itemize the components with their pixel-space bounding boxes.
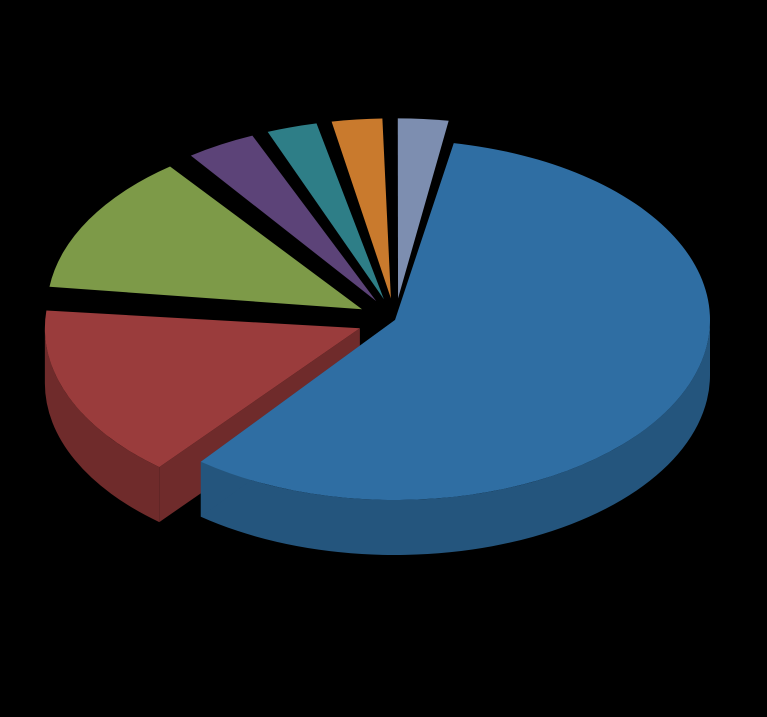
pie-3d-chart	[0, 0, 767, 717]
